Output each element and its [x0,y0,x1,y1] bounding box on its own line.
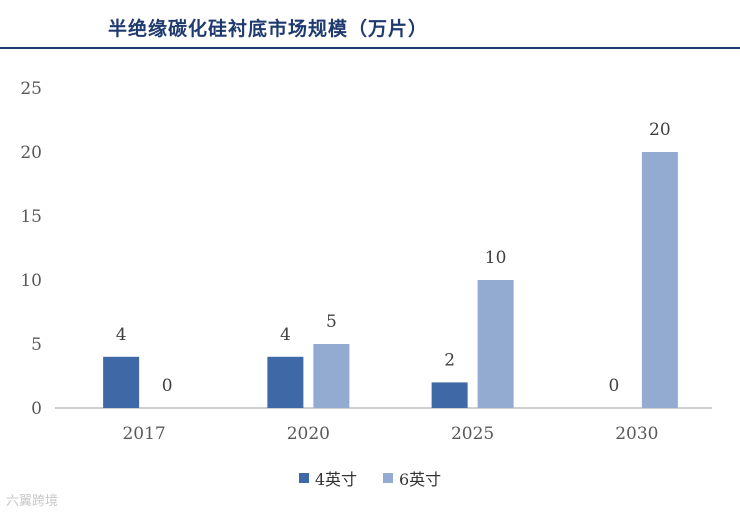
bar-4英寸-2020 [267,356,304,408]
data-label: 0 [608,376,619,396]
data-label: 10 [485,248,507,268]
data-label: 2 [444,350,455,370]
data-label: 5 [326,312,337,332]
legend-item-6in: 6英寸 [383,466,441,490]
data-label: 20 [649,120,671,140]
x-tick-label: 2025 [451,424,494,444]
y-tick-label: 25 [20,79,42,99]
y-tick-label: 5 [31,335,42,355]
x-tick-label: 2017 [122,424,165,444]
bar-4英寸-2017 [103,356,140,408]
chart-header: 半绝缘碳化硅衬底市场规模（万片） [0,0,740,50]
watermark-logo: 六翼跨境 [6,494,59,509]
bar-4英寸-2025 [431,382,468,408]
legend-item-4in: 4英寸 [298,466,357,490]
bar-6英寸-2025 [477,280,514,408]
bar-6英寸-2020 [313,344,350,408]
bar-6英寸-2030 [641,152,678,408]
data-label: 0 [162,376,173,396]
y-tick-label: 15 [20,207,42,227]
x-tick-label: 2020 [287,424,330,444]
y-tick-label: 20 [20,143,42,163]
y-tick-label: 0 [31,399,42,419]
title-underline [0,47,740,49]
y-tick-label: 10 [20,271,42,291]
legend-swatch-6in [383,473,393,483]
legend-label-4in: 4英寸 [314,470,357,489]
x-tick-label: 2030 [615,424,658,444]
legend-swatch-4in [298,473,309,483]
legend-label-6in: 6英寸 [399,470,442,489]
chart-title: 半绝缘碳化硅衬底市场规模（万片） [108,18,429,40]
chart-legend: 4英寸 6英寸 [0,466,740,490]
data-label: 4 [280,325,291,345]
data-label: 4 [116,325,127,345]
